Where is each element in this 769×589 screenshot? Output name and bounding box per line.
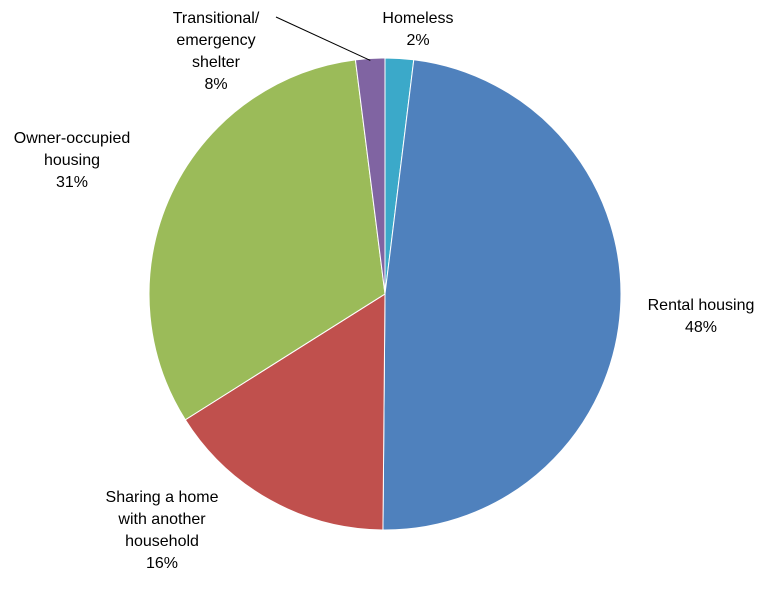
slice-label-text: Transitional/ — [173, 10, 260, 27]
slice-label-text: with another — [117, 511, 206, 528]
slice-label-rental-housing: Rental housing 48% — [648, 297, 755, 336]
slice-label-text: shelter — [192, 54, 241, 71]
slice-label-owner-occupied-housing: Owner-occupied housing 31% — [14, 130, 131, 191]
slice-label-transitional-emergency-shelter: Transitional/emergency shelter 8% — [173, 10, 260, 93]
leader-line-transitional-shelter — [275, 16, 371, 61]
pie-slice-transitional-emergency-shelter — [354, 57, 386, 295]
slice-value-label: 2% — [406, 32, 429, 49]
slice-label-text: household — [125, 533, 199, 550]
slice-label-sharing-a-home-with-another-household: Sharing a home with another household 16% — [106, 489, 219, 572]
slice-value-label: 31% — [56, 174, 88, 191]
slice-label-text: Owner-occupied — [14, 130, 131, 147]
slice-value-label: 8% — [204, 76, 227, 93]
slice-value-label: 16% — [146, 555, 178, 572]
slice-label-text: Homeless — [382, 10, 453, 27]
pie-slice-owner-occupied-housing — [148, 59, 386, 421]
pie-slice-rental-housing — [382, 59, 622, 531]
pie-slice-sharing-a-home-with-another-household — [184, 293, 386, 531]
slice-value-label: 48% — [685, 319, 717, 336]
slice-label-homeless: Homeless 2% — [382, 10, 453, 49]
slice-label-text: Sharing a home — [106, 489, 219, 506]
slice-label-text: Rental housing — [648, 297, 755, 314]
slice-label-text: emergency — [176, 32, 255, 49]
slice-label-text: housing — [44, 152, 100, 169]
